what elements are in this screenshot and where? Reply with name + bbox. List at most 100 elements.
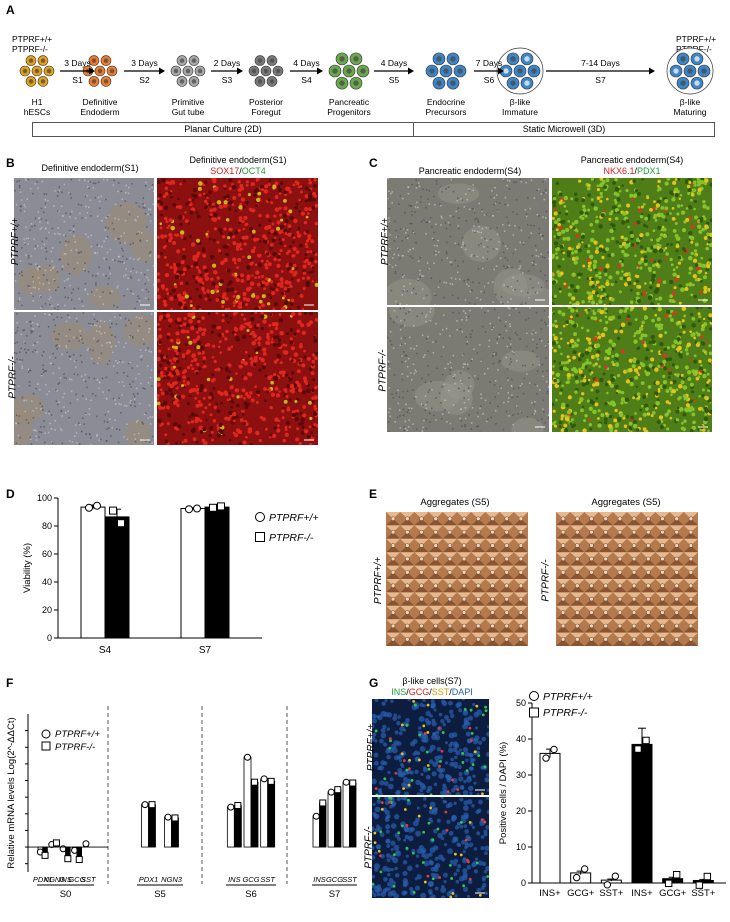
speckle bbox=[125, 324, 127, 327]
speckle bbox=[116, 287, 118, 289]
speckle bbox=[441, 217, 443, 219]
nucleus-dot bbox=[657, 186, 662, 191]
nucleus-dot bbox=[192, 338, 197, 344]
nucleus-dot bbox=[608, 339, 613, 344]
nucleus-dot bbox=[708, 362, 712, 365]
nucleus-dot bbox=[159, 226, 163, 230]
nucleus-dot bbox=[247, 372, 251, 376]
nucleus-dot bbox=[177, 424, 182, 429]
nucleus-dot bbox=[682, 412, 687, 417]
nucleus-dot bbox=[163, 234, 168, 238]
speckle bbox=[480, 231, 482, 234]
step-days: 7 Days bbox=[476, 58, 502, 68]
speckle bbox=[143, 388, 146, 390]
speckle bbox=[435, 183, 438, 185]
nucleus-dot bbox=[670, 243, 673, 246]
nucleus-dot bbox=[664, 246, 668, 250]
nucleus-dot bbox=[226, 244, 229, 248]
nucleus-dot bbox=[561, 402, 566, 408]
speckle bbox=[38, 217, 40, 219]
c-stain-slash: / bbox=[634, 166, 638, 176]
nucleus-dot bbox=[684, 180, 689, 184]
speckle bbox=[532, 287, 534, 289]
nucleus-dot bbox=[288, 425, 292, 429]
speckle bbox=[428, 220, 431, 223]
speckle bbox=[415, 428, 418, 430]
speckle bbox=[410, 372, 412, 374]
speckle bbox=[82, 305, 84, 308]
well-face bbox=[556, 639, 571, 646]
speckle bbox=[86, 386, 88, 389]
nucleus-dot bbox=[605, 264, 610, 269]
nucleus-dot bbox=[555, 398, 558, 402]
speckle bbox=[436, 245, 438, 247]
aggregate-dot bbox=[504, 583, 509, 588]
speckle bbox=[457, 207, 460, 209]
speckle bbox=[35, 435, 38, 438]
speckle bbox=[474, 303, 476, 305]
speckle bbox=[532, 338, 534, 341]
speckle bbox=[111, 427, 113, 429]
nucleus-dot bbox=[669, 416, 673, 420]
speckle bbox=[399, 303, 401, 305]
nucleus-dot bbox=[607, 347, 612, 352]
nucleus-dot bbox=[270, 229, 275, 234]
speckle bbox=[464, 244, 466, 247]
stage-name-line2: Foregut bbox=[251, 107, 281, 117]
aggregate-dot bbox=[461, 570, 467, 575]
stage-name-line1: Pancreatic bbox=[329, 97, 370, 107]
speckle bbox=[76, 262, 79, 264]
speckle bbox=[452, 404, 455, 406]
speckle bbox=[120, 412, 122, 414]
speckle bbox=[141, 289, 144, 291]
well-face bbox=[471, 579, 486, 586]
speckle bbox=[139, 300, 141, 302]
well-face bbox=[499, 538, 514, 546]
nucleus-dot bbox=[245, 180, 249, 184]
speckle bbox=[43, 425, 45, 428]
nucleus-dot bbox=[175, 205, 179, 209]
speckle bbox=[135, 421, 138, 423]
nucleus-dot bbox=[560, 337, 563, 341]
nucleus-dot bbox=[232, 304, 236, 308]
nucleus-dot bbox=[658, 415, 664, 420]
speckle bbox=[127, 277, 129, 279]
speckle bbox=[467, 390, 470, 392]
nucleus-dot bbox=[640, 257, 644, 261]
well-face bbox=[485, 525, 500, 533]
nucleus-dot bbox=[238, 442, 243, 445]
nucleus-dot bbox=[183, 438, 188, 443]
speckle bbox=[147, 417, 149, 419]
bar bbox=[204, 506, 230, 639]
well-face bbox=[471, 592, 486, 600]
speckle bbox=[58, 186, 60, 188]
speckle bbox=[139, 239, 141, 242]
nucleus-dot bbox=[228, 207, 232, 211]
speckle bbox=[440, 215, 443, 218]
nucleus-dot bbox=[574, 375, 579, 380]
nucleus-dot bbox=[231, 235, 236, 239]
speckle bbox=[112, 397, 115, 400]
speckle bbox=[57, 210, 59, 212]
well-face bbox=[428, 558, 443, 566]
aggregate-dot bbox=[504, 529, 509, 535]
nucleus-dot bbox=[189, 300, 193, 303]
nucleus-dot bbox=[304, 253, 308, 257]
nucleus-dot bbox=[634, 412, 637, 415]
speckle bbox=[387, 217, 390, 219]
speckle bbox=[492, 248, 495, 250]
nucleus-dot bbox=[696, 182, 701, 187]
well-face bbox=[485, 612, 500, 620]
nucleus-dot bbox=[559, 388, 563, 392]
speckle bbox=[536, 355, 538, 358]
well-face bbox=[584, 572, 599, 579]
speckle bbox=[88, 376, 90, 379]
speckle bbox=[464, 423, 466, 426]
speckle bbox=[476, 255, 479, 258]
speckle bbox=[51, 442, 54, 444]
nucleus-dot bbox=[624, 307, 629, 311]
speckle bbox=[464, 407, 467, 409]
nucleus-dot bbox=[233, 261, 237, 265]
nucleus-dot bbox=[593, 316, 598, 321]
nucleus-dot bbox=[235, 403, 240, 408]
